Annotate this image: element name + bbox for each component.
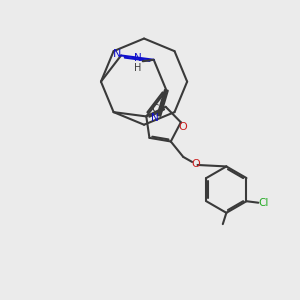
Text: H: H bbox=[134, 63, 141, 73]
Text: N: N bbox=[112, 49, 121, 59]
Text: C: C bbox=[152, 104, 159, 114]
Text: O: O bbox=[178, 122, 187, 132]
Text: O: O bbox=[191, 159, 200, 170]
Text: Cl: Cl bbox=[258, 198, 268, 208]
Text: N: N bbox=[134, 53, 142, 63]
Text: N: N bbox=[151, 113, 159, 124]
